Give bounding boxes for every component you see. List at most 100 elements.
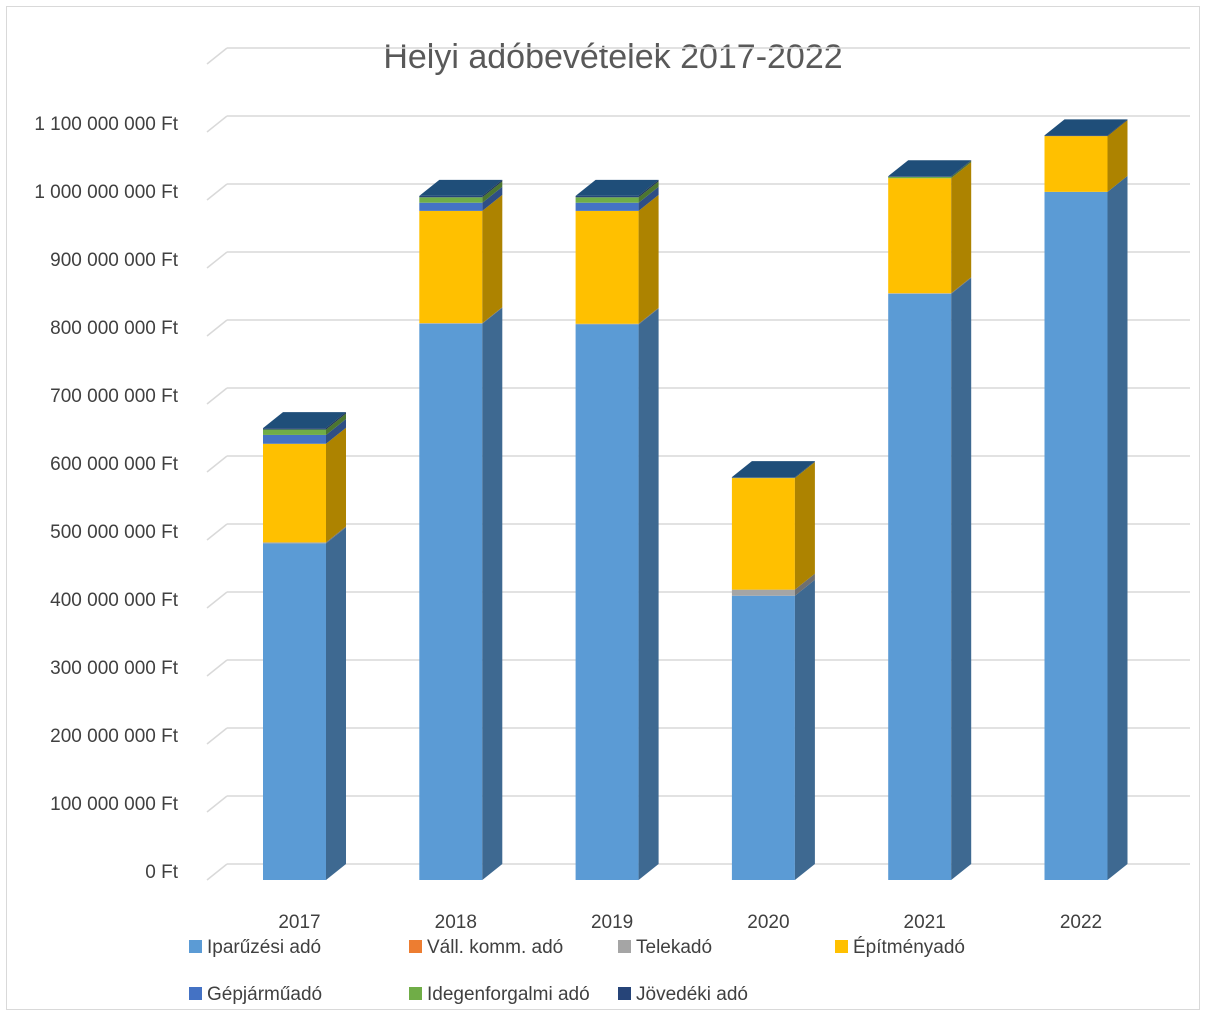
legend-swatch bbox=[618, 987, 631, 1000]
y-tick-label: 900 000 000 Ft bbox=[50, 250, 179, 271]
bar-segment-side bbox=[482, 307, 503, 880]
legend-swatch bbox=[409, 987, 422, 1000]
x-tick-label: 2019 bbox=[591, 912, 633, 933]
bar-segment bbox=[731, 589, 795, 596]
bar-top bbox=[419, 179, 503, 196]
legend-swatch bbox=[835, 940, 848, 953]
gridline-diagonal bbox=[206, 319, 228, 337]
bar-segment-side bbox=[482, 186, 503, 211]
gridline-diagonal bbox=[206, 727, 228, 745]
y-tick-label: 300 000 000 Ft bbox=[50, 658, 179, 679]
x-tick-label: 2020 bbox=[747, 912, 789, 933]
x-tick-label: 2022 bbox=[1060, 912, 1102, 933]
bar-segment-side bbox=[794, 461, 815, 478]
legend-swatch bbox=[189, 987, 202, 1000]
bar-segment-side bbox=[638, 179, 659, 198]
legend-label: Építményadó bbox=[853, 937, 965, 958]
bar-segment bbox=[575, 324, 639, 880]
gridline-diagonal bbox=[206, 183, 228, 201]
bar-segment bbox=[419, 195, 483, 198]
bar-segment-side bbox=[326, 413, 346, 435]
x-tick-label: 2018 bbox=[435, 912, 477, 933]
y-tick-label: 200 000 000 Ft bbox=[50, 726, 179, 747]
bar-segment-side bbox=[794, 462, 815, 590]
bars bbox=[263, 119, 1128, 881]
bar-segment-side bbox=[951, 160, 972, 179]
bar-segment-side bbox=[482, 194, 503, 324]
bar-segment bbox=[575, 323, 639, 325]
bar-segment-side bbox=[794, 461, 815, 479]
gridline-diagonal bbox=[206, 455, 228, 473]
bar-segment bbox=[263, 443, 326, 543]
bar-segment-side bbox=[638, 194, 659, 324]
x-tick-label: 2021 bbox=[904, 912, 946, 933]
bar-segment bbox=[888, 176, 952, 179]
gridline-diagonal bbox=[206, 863, 228, 881]
bar-segment bbox=[731, 478, 795, 590]
y-tick-label: 800 000 000 Ft bbox=[50, 318, 179, 339]
legend-label: Váll. komm. adó bbox=[427, 937, 563, 958]
legend-label: Telekadó bbox=[636, 937, 712, 958]
bar-segment-side bbox=[482, 179, 503, 198]
bar-segment bbox=[263, 434, 326, 444]
bar-segment-side bbox=[638, 307, 659, 325]
legend-swatch bbox=[409, 940, 422, 953]
bar-segment bbox=[575, 202, 639, 211]
bar-segment-side bbox=[794, 579, 815, 880]
bar-segment bbox=[1044, 191, 1108, 881]
gridline-diagonal bbox=[206, 387, 228, 405]
bar-top bbox=[888, 160, 972, 177]
x-axis-tick-labels: 2017 2018 2019 2020 2021 2022 bbox=[278, 912, 1102, 933]
y-tick-label: 500 000 000 Ft bbox=[50, 522, 179, 543]
y-tick-label: 1 000 000 000 Ft bbox=[34, 182, 178, 203]
bar-segment-side bbox=[326, 427, 346, 543]
gridline-diagonal bbox=[206, 591, 228, 609]
bar-top bbox=[731, 461, 815, 478]
legend-label: Iparűzési adó bbox=[207, 937, 321, 958]
bar-segment-side bbox=[1107, 119, 1128, 137]
bar-segment bbox=[263, 429, 326, 435]
bar-segment-side bbox=[326, 412, 346, 430]
bar-segment bbox=[263, 542, 326, 544]
legend-label: Gépjárműadó bbox=[207, 984, 322, 1005]
bar-segment bbox=[731, 477, 795, 478]
gridline-diagonal bbox=[206, 47, 228, 65]
bar-segment-side bbox=[951, 160, 972, 177]
bar-segment-side bbox=[638, 186, 659, 211]
bar-segment-side bbox=[1107, 175, 1128, 881]
bar-segment-side bbox=[638, 181, 659, 203]
y-tick-label: 700 000 000 Ft bbox=[50, 386, 179, 407]
bar-segment bbox=[888, 176, 952, 177]
x-tick-label: 2017 bbox=[278, 912, 320, 933]
bar-segment-side bbox=[326, 418, 346, 444]
bar-segment bbox=[419, 210, 483, 324]
bar-segment bbox=[419, 323, 483, 324]
bar-segment-side bbox=[482, 307, 503, 324]
bar-segment-side bbox=[794, 573, 815, 596]
legend-swatch bbox=[618, 940, 631, 953]
gridline-diagonal bbox=[206, 659, 228, 677]
legend-label: Idegenforgalmi adó bbox=[427, 984, 590, 1005]
gridline-diagonal bbox=[206, 115, 228, 133]
bar-segment bbox=[419, 202, 483, 211]
bar-segment-side bbox=[1107, 120, 1128, 192]
bar-segment bbox=[575, 195, 639, 198]
bar-segment-side bbox=[951, 162, 972, 294]
bar-segment bbox=[575, 210, 639, 324]
bar-segment bbox=[575, 197, 639, 203]
bar-segment bbox=[419, 323, 483, 880]
gridlines bbox=[206, 47, 1190, 881]
gridline-diagonal bbox=[206, 251, 228, 269]
bar-segment bbox=[731, 595, 795, 880]
bar-top bbox=[263, 412, 346, 429]
bar-segment-side bbox=[482, 181, 503, 203]
y-tick-label: 100 000 000 Ft bbox=[50, 794, 179, 815]
legend-swatch bbox=[189, 940, 202, 953]
bar-segment bbox=[888, 293, 952, 294]
legend-label: Jövedéki adó bbox=[636, 984, 748, 1005]
bar-segment bbox=[419, 197, 483, 203]
bar-segment-side bbox=[326, 527, 346, 880]
bar-segment bbox=[1044, 136, 1108, 192]
bar-segment-side bbox=[638, 308, 659, 880]
